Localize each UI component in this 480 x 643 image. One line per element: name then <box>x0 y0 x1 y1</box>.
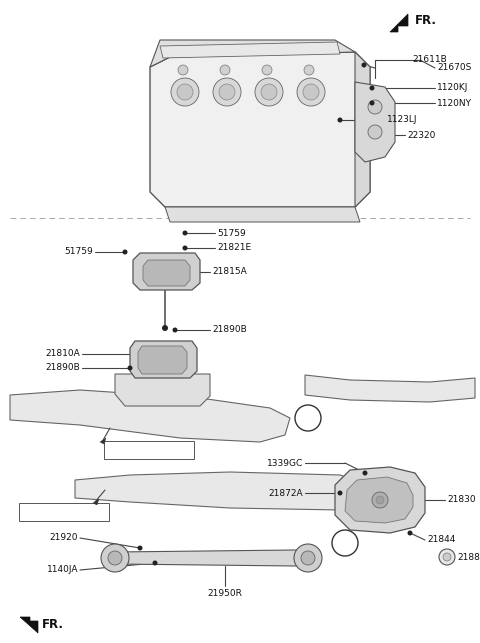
Text: 21880E: 21880E <box>457 552 480 561</box>
Circle shape <box>178 65 188 75</box>
Text: 51759: 51759 <box>64 248 93 257</box>
Text: 51759: 51759 <box>217 228 246 237</box>
Circle shape <box>370 100 374 105</box>
Circle shape <box>108 551 122 565</box>
Circle shape <box>137 545 143 550</box>
Polygon shape <box>138 346 187 374</box>
Circle shape <box>337 118 343 123</box>
Circle shape <box>122 249 128 255</box>
Circle shape <box>219 84 235 100</box>
Text: 21950R: 21950R <box>207 588 242 597</box>
Polygon shape <box>355 82 395 162</box>
Polygon shape <box>165 207 360 222</box>
Text: 21611B: 21611B <box>412 55 447 64</box>
Circle shape <box>255 78 283 106</box>
Text: FR.: FR. <box>415 14 437 26</box>
Polygon shape <box>93 499 99 505</box>
Circle shape <box>128 365 132 370</box>
Text: 21810A: 21810A <box>45 350 80 359</box>
FancyBboxPatch shape <box>104 441 194 459</box>
Circle shape <box>294 544 322 572</box>
Polygon shape <box>143 260 190 286</box>
Circle shape <box>295 405 321 431</box>
Polygon shape <box>150 52 370 207</box>
Circle shape <box>408 530 412 536</box>
Circle shape <box>101 544 129 572</box>
Polygon shape <box>20 617 38 633</box>
Circle shape <box>301 551 315 565</box>
Text: 21872A: 21872A <box>268 489 303 498</box>
Circle shape <box>303 84 319 100</box>
Circle shape <box>172 327 178 332</box>
Text: 22320: 22320 <box>407 131 435 140</box>
Text: 21844: 21844 <box>427 536 456 545</box>
Text: 1140JA: 1140JA <box>47 565 78 574</box>
Polygon shape <box>335 467 425 533</box>
Text: 1120KJ: 1120KJ <box>437 84 468 93</box>
Circle shape <box>162 325 168 331</box>
Text: A: A <box>304 413 312 423</box>
Text: 21890B: 21890B <box>45 363 80 372</box>
Circle shape <box>439 549 455 565</box>
Circle shape <box>370 86 374 91</box>
Circle shape <box>332 530 358 556</box>
Polygon shape <box>10 390 290 442</box>
Text: REF.60-640: REF.60-640 <box>125 446 175 455</box>
Circle shape <box>361 62 367 68</box>
Polygon shape <box>150 40 355 67</box>
Text: 1339GC: 1339GC <box>267 458 303 467</box>
Text: REF.60-624: REF.60-624 <box>39 507 89 516</box>
Circle shape <box>182 230 188 235</box>
FancyBboxPatch shape <box>19 503 109 521</box>
Polygon shape <box>115 374 210 406</box>
Polygon shape <box>133 253 200 290</box>
Circle shape <box>362 471 368 476</box>
Polygon shape <box>160 42 340 58</box>
Circle shape <box>368 100 382 114</box>
Text: 21920: 21920 <box>49 534 78 543</box>
Polygon shape <box>115 550 310 566</box>
Polygon shape <box>75 472 370 510</box>
Circle shape <box>261 84 277 100</box>
Text: 1123LJ: 1123LJ <box>387 116 418 125</box>
Polygon shape <box>305 375 475 402</box>
Text: 21670S: 21670S <box>437 64 471 73</box>
Text: FR.: FR. <box>42 619 64 631</box>
Text: A: A <box>341 538 349 548</box>
Circle shape <box>304 65 314 75</box>
Circle shape <box>337 491 343 496</box>
Text: 21830: 21830 <box>447 496 476 505</box>
Circle shape <box>443 553 451 561</box>
Circle shape <box>372 492 388 508</box>
Polygon shape <box>130 341 197 378</box>
Circle shape <box>297 78 325 106</box>
Circle shape <box>177 84 193 100</box>
Text: 1120NY: 1120NY <box>437 98 472 107</box>
Circle shape <box>153 561 157 565</box>
Circle shape <box>262 65 272 75</box>
Text: 21890B: 21890B <box>212 325 247 334</box>
Polygon shape <box>355 52 370 207</box>
Circle shape <box>213 78 241 106</box>
Circle shape <box>182 246 188 251</box>
Polygon shape <box>390 14 408 32</box>
Circle shape <box>376 496 384 504</box>
Text: 21815A: 21815A <box>212 267 247 276</box>
Polygon shape <box>345 477 413 523</box>
Circle shape <box>368 125 382 139</box>
Polygon shape <box>100 438 106 444</box>
Text: 21821E: 21821E <box>217 244 251 253</box>
Circle shape <box>171 78 199 106</box>
Circle shape <box>220 65 230 75</box>
